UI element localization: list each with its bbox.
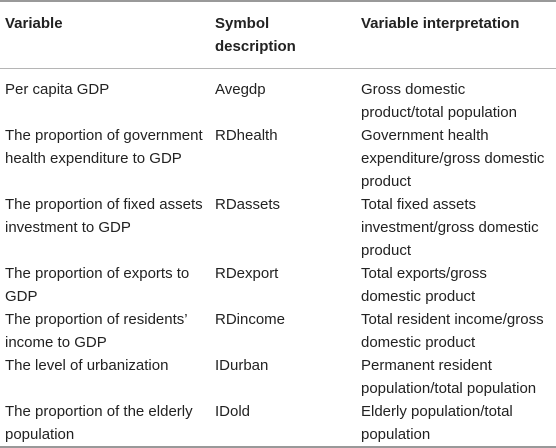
- row-7-symbol: IDold: [215, 403, 251, 420]
- header-rule: [0, 68, 556, 69]
- table-top-rule: [0, 0, 556, 2]
- header-symbol-description: Symbol description: [215, 15, 296, 55]
- row-4-symbol: RDexport: [215, 265, 279, 282]
- row-3-symbol: RDassets: [215, 196, 281, 213]
- row-4-interpretation: Total exports/gross domestic product: [361, 265, 487, 305]
- row-3-variable: The proportion of fixed assets investmen…: [5, 196, 203, 236]
- row-1-symbol: Avegdp: [215, 81, 266, 98]
- table-bottom-rule: [0, 446, 556, 448]
- row-2-symbol: RDhealth: [215, 127, 278, 144]
- row-6-interpretation: Permanent resident population/total popu…: [361, 357, 537, 397]
- row-1-interpretation: Gross domestic product/total population: [361, 81, 517, 121]
- row-1-variable: Per capita GDP: [5, 81, 110, 98]
- row-5-symbol: RDincome: [215, 311, 286, 328]
- row-7-variable: The proportion of the elderly population: [5, 403, 193, 443]
- row-2-interpretation: Government health expenditure/gross dome…: [361, 127, 545, 190]
- row-4-variable: The proportion of exports to GDP: [5, 265, 190, 305]
- row-6-symbol: IDurban: [215, 357, 269, 374]
- row-3-interpretation: Total fixed assets investment/gross dome…: [361, 196, 539, 259]
- row-5-interpretation: Total resident income/gross domestic pro…: [361, 311, 544, 351]
- row-6-variable: The level of urbanization: [5, 357, 169, 374]
- row-5-variable: The proportion of residents’ income to G…: [5, 311, 188, 351]
- header-variable-interpretation: Variable interpretation: [361, 15, 520, 32]
- row-7-interpretation: Elderly population/total population: [361, 403, 513, 443]
- row-2-variable: The proportion of government health expe…: [5, 127, 203, 167]
- header-variable: Variable: [5, 15, 63, 32]
